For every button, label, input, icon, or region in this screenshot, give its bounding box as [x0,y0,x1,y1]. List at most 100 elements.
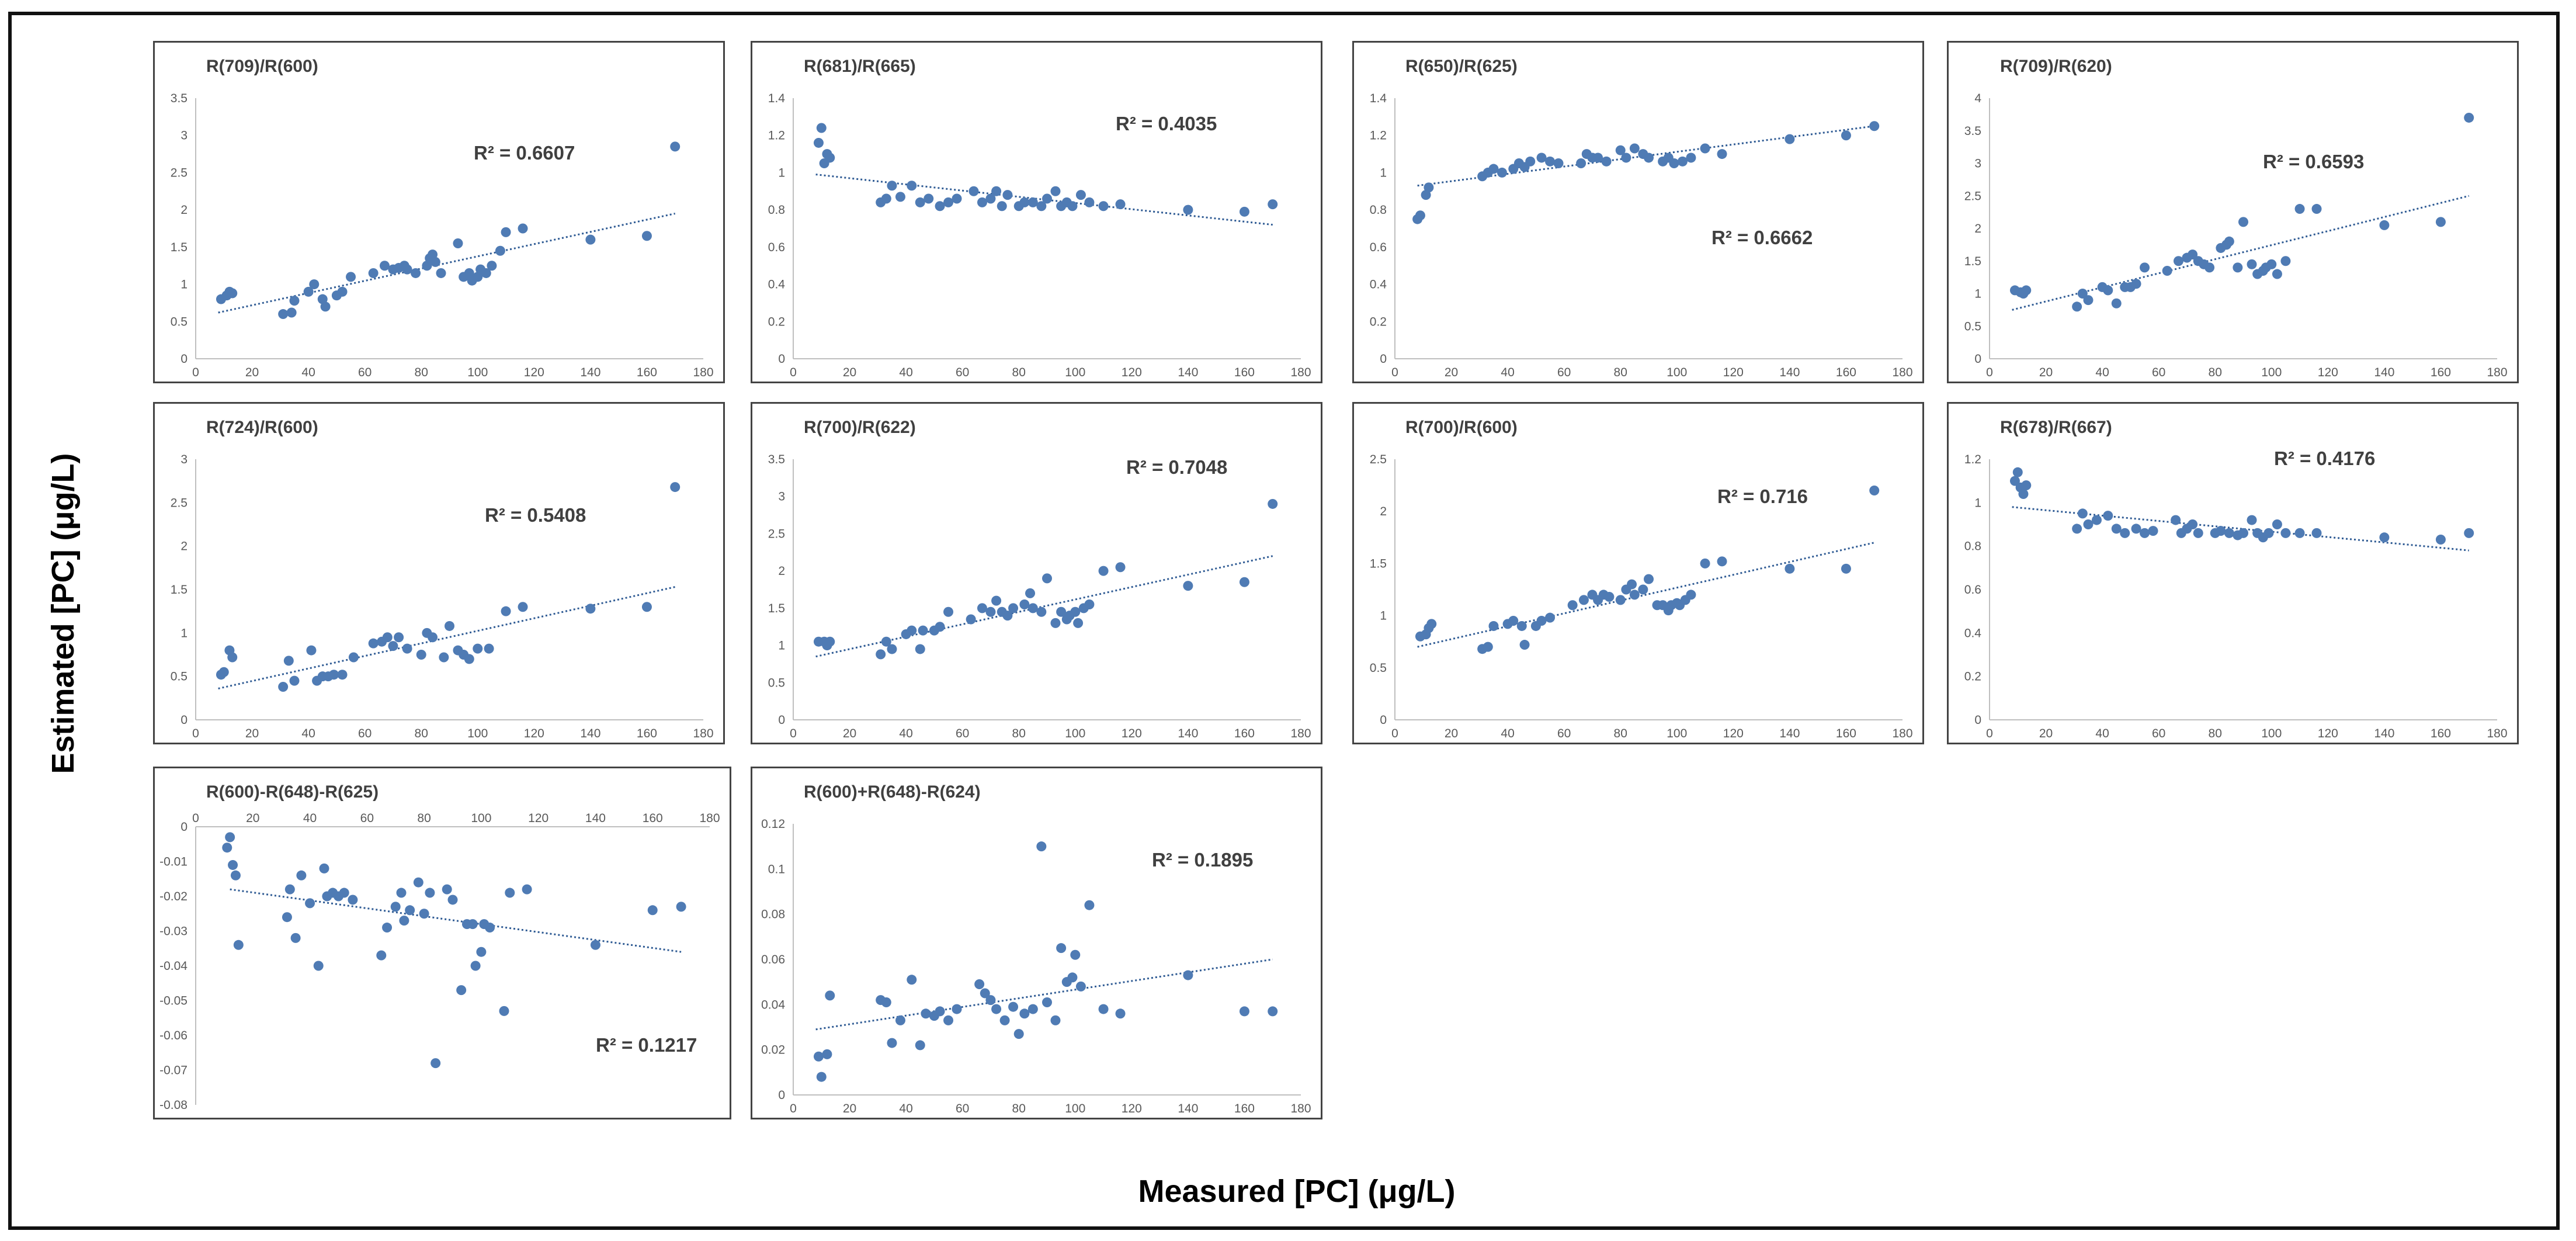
x-tick-label: 140 [1178,366,1198,379]
chart-title: R(709)/R(620) [2000,57,2112,76]
data-point [405,905,415,916]
chart-panel-3: 0 0.2 0.4 0.6 0.8 1 1.2 1.4 0 20 40 60 80 100 120 140 16… [1352,41,1924,383]
data-point [501,606,511,616]
x-tick-label: 80 [1614,366,1627,379]
y-tick-label: 0 [778,1089,785,1102]
chart-title: R(600)-R(648)-R(625) [206,782,379,802]
data-point [2204,262,2215,273]
y-tick-label: 2.5 [1964,189,1981,203]
data-point [2012,467,2023,477]
y-tick-label: -0.08 [159,1098,188,1112]
x-tick-label: 80 [2209,366,2222,379]
data-point [1183,970,1193,980]
data-point [1268,199,1278,210]
data-point [1627,579,1637,590]
data-point [233,940,244,950]
x-tick-label: 60 [2152,727,2165,740]
x-tick-label: 140 [580,366,600,379]
data-point [476,947,487,957]
data-point [1700,143,1710,154]
data-point [1084,900,1095,910]
data-point [2131,524,2141,534]
data-point [1239,577,1249,587]
data-point [283,656,294,666]
x-tick-label: 0 [1986,366,1993,379]
data-point [305,898,315,909]
data-point [394,632,404,643]
data-point [2247,259,2257,269]
data-point [2021,480,2032,491]
data-point [895,192,905,202]
data-point [2131,279,2141,289]
y-tick-label: 1 [778,166,785,179]
data-point [422,261,432,271]
data-point [825,152,835,163]
data-point [1576,158,1586,168]
trendline [218,586,676,689]
y-tick-label: 2 [1974,222,1981,235]
data-point [1019,599,1030,609]
data-point [2111,298,2122,308]
data-point [2083,295,2094,306]
data-point [313,961,324,971]
y-tick-label: 4 [1974,92,1981,105]
data-point [1050,186,1061,196]
y-tick-label: -0.01 [159,855,188,869]
x-tick-label: 20 [245,727,259,740]
x-tick-label: 160 [1836,727,1856,740]
trendline [1417,542,1875,648]
data-point [924,193,934,204]
data-point [225,832,235,843]
data-point [1426,619,1437,629]
data-point [230,870,241,881]
x-tick-label: 60 [1557,727,1571,740]
x-tick-label: 40 [899,1102,912,1115]
x-tick-label: 180 [2487,727,2507,740]
data-point [1525,156,1536,167]
data-point [1075,190,1086,200]
data-point [915,197,925,207]
r-squared-label: R² = 0.4035 [1116,113,1217,134]
data-point [2077,289,2088,299]
data-point [284,884,295,895]
chart-svg: 0 0.5 1 1.5 2 2.5 3 3.5 0 20 40 60 80 100 120 140 160 180 [768,453,1311,740]
y-tick-label: 2 [180,203,188,217]
data-point [1629,143,1640,154]
y-tick-label: 0.8 [1964,540,1981,553]
data-point [411,268,421,278]
data-point [464,654,474,664]
x-tick-label: 80 [415,727,428,740]
y-tick-label: 0 [180,820,188,834]
data-point [1013,1029,1024,1039]
data-point [1638,584,1648,595]
x-tick-label: 0 [1391,366,1398,379]
x-tick-label: 140 [2374,727,2394,740]
data-point [1869,486,1880,496]
x-tick-label: 120 [528,812,548,825]
x-tick-label: 80 [1012,1102,1026,1115]
data-point [881,997,891,1007]
data-point [952,1004,962,1014]
data-point [1615,145,1626,155]
y-tick-label: 0.04 [761,998,785,1011]
data-point [399,916,409,926]
data-point [1002,190,1013,200]
x-tick-label: 20 [245,366,259,379]
data-point [943,197,954,207]
data-point [676,902,686,912]
y-tick-label: 3 [180,453,188,466]
data-point [2280,528,2291,538]
data-point [1027,603,1038,613]
chart-svg: 0 0.5 1 1.5 2 2.5 3 3.5 0 20 40 60 80 100 120 140 160 180 [171,92,714,379]
y-tick-label: -0.05 [159,994,188,1008]
data-point [813,1051,824,1062]
data-point [876,649,886,660]
figure-frame [8,12,2560,1230]
y-tick-label: 2.5 [171,496,188,509]
y-tick-label: 3 [1974,157,1981,171]
trendline [815,555,1273,658]
y-tick-label: 2 [1380,505,1387,518]
data-point [1183,581,1193,591]
x-tick-label: 120 [2318,366,2338,379]
y-tick-label: 1 [1380,609,1387,623]
